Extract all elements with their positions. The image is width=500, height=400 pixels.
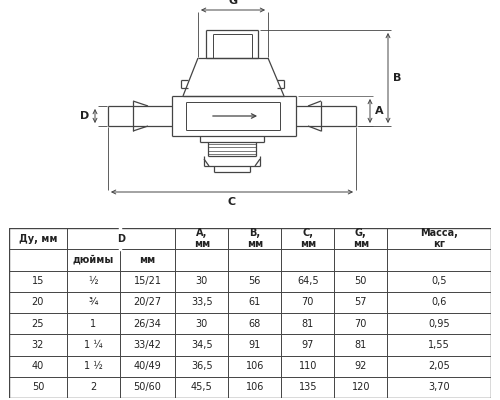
Text: 15/21: 15/21 <box>134 276 162 286</box>
Text: 26/34: 26/34 <box>134 319 162 329</box>
Text: 70: 70 <box>354 319 367 329</box>
Text: 61: 61 <box>248 297 261 307</box>
Text: B: B <box>393 73 402 83</box>
Text: 33,5: 33,5 <box>191 297 212 307</box>
Text: 64,5: 64,5 <box>297 276 318 286</box>
Text: 0,5: 0,5 <box>432 276 447 286</box>
Text: 20/27: 20/27 <box>134 297 162 307</box>
Text: 2: 2 <box>90 382 96 392</box>
Text: C: C <box>228 197 236 207</box>
Text: 1: 1 <box>90 319 96 329</box>
Text: 81: 81 <box>302 319 314 329</box>
Text: C,
мм: C, мм <box>300 228 316 250</box>
Text: A,
мм: A, мм <box>194 228 210 250</box>
Text: 91: 91 <box>248 340 261 350</box>
Text: 0,6: 0,6 <box>432 297 447 307</box>
Text: 45,5: 45,5 <box>191 382 212 392</box>
Text: 120: 120 <box>352 382 370 392</box>
Text: 57: 57 <box>354 297 367 307</box>
Text: 2,05: 2,05 <box>428 361 450 371</box>
Text: 32: 32 <box>32 340 44 350</box>
Text: 40: 40 <box>32 361 44 371</box>
Text: ¾: ¾ <box>88 297 98 307</box>
Text: 110: 110 <box>298 361 317 371</box>
Text: D: D <box>117 234 125 244</box>
Text: 56: 56 <box>248 276 261 286</box>
Text: 68: 68 <box>248 319 261 329</box>
Text: 34,5: 34,5 <box>191 340 212 350</box>
Text: A: A <box>375 106 384 116</box>
Text: 25: 25 <box>32 319 44 329</box>
Text: 0,95: 0,95 <box>428 319 450 329</box>
Text: 15: 15 <box>32 276 44 286</box>
Text: 1 ¼: 1 ¼ <box>84 340 102 350</box>
Text: Масса,
кг: Масса, кг <box>420 228 458 250</box>
Text: 50: 50 <box>354 276 367 286</box>
Text: D: D <box>80 111 89 121</box>
Text: 81: 81 <box>354 340 367 350</box>
Text: 3,70: 3,70 <box>428 382 450 392</box>
Text: мм: мм <box>140 255 156 265</box>
Text: B,
мм: B, мм <box>246 228 263 250</box>
Text: 30: 30 <box>196 276 208 286</box>
Text: 70: 70 <box>302 297 314 307</box>
Text: ½: ½ <box>88 276 98 286</box>
Text: 1 ½: 1 ½ <box>84 361 102 371</box>
Text: 92: 92 <box>354 361 367 371</box>
Text: 33/42: 33/42 <box>134 340 162 350</box>
Text: Ду, мм: Ду, мм <box>18 234 57 244</box>
Text: 40/49: 40/49 <box>134 361 162 371</box>
Text: G,
мм: G, мм <box>352 228 369 250</box>
Text: 1,55: 1,55 <box>428 340 450 350</box>
Text: 36,5: 36,5 <box>191 361 212 371</box>
Text: 106: 106 <box>246 361 264 371</box>
Text: 106: 106 <box>246 382 264 392</box>
Text: 20: 20 <box>32 297 44 307</box>
Text: 50: 50 <box>32 382 44 392</box>
Text: G: G <box>228 0 237 6</box>
Text: 50/60: 50/60 <box>134 382 162 392</box>
Text: дюймы: дюймы <box>72 255 114 265</box>
Text: 97: 97 <box>302 340 314 350</box>
Text: 30: 30 <box>196 319 208 329</box>
Text: 135: 135 <box>298 382 317 392</box>
